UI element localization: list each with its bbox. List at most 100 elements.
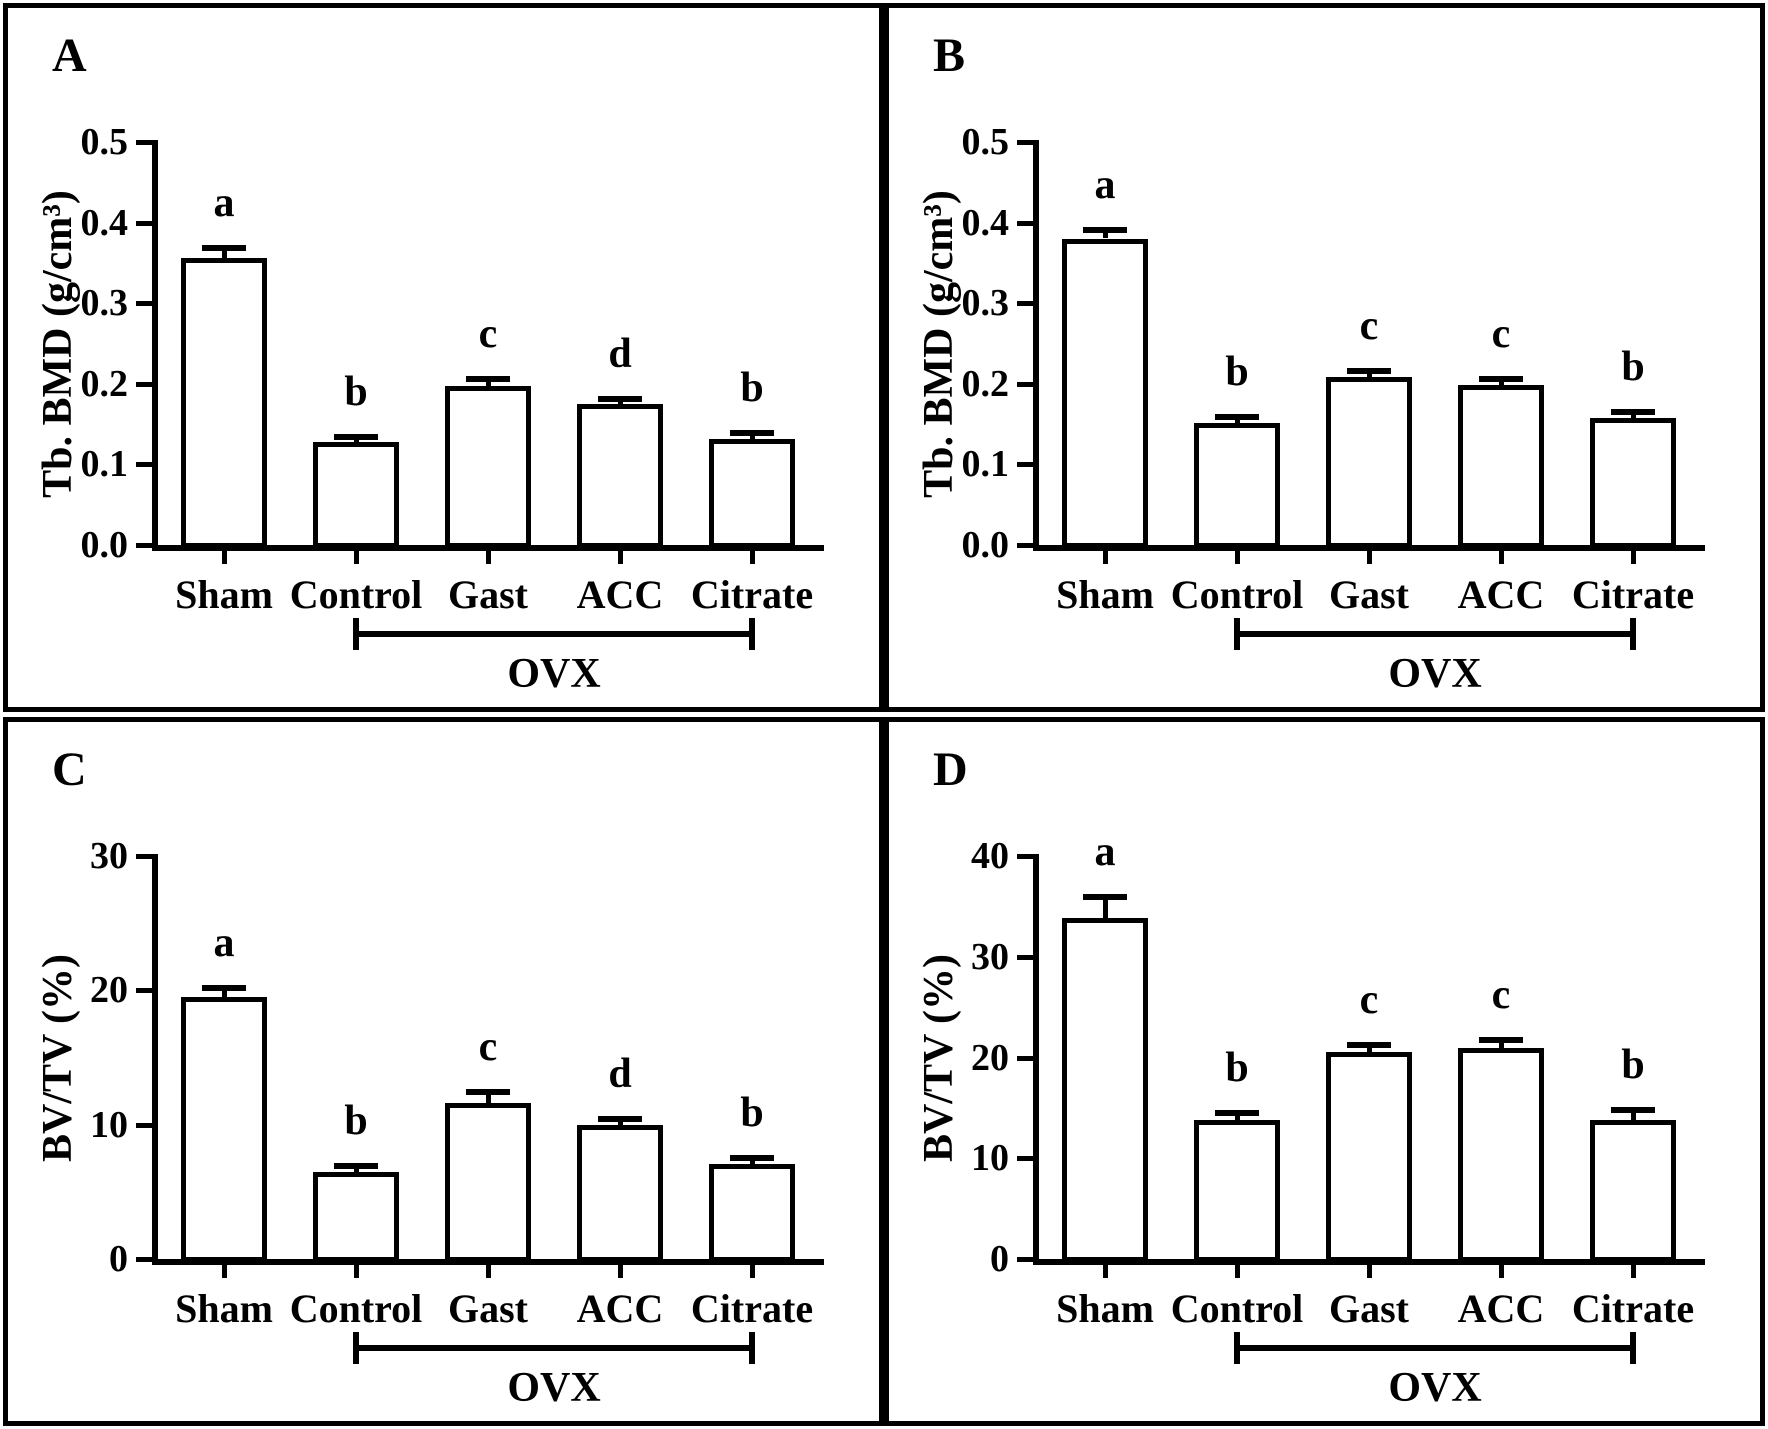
sig-letter: d: [608, 1051, 632, 1097]
y-tick: [136, 221, 152, 226]
x-tick: [750, 1265, 755, 1278]
error-bar-cap: [202, 245, 246, 251]
y-tick-label: 0.1: [80, 443, 129, 485]
y-axis-spine: [1033, 854, 1039, 1265]
bar-sham: [181, 258, 267, 548]
error-bar-whisker: [1103, 232, 1108, 238]
group-bracket-line: [356, 1345, 752, 1351]
y-tick-label: 0.2: [961, 363, 1010, 405]
error-bar-whisker: [1499, 1042, 1504, 1048]
panel-B: B Tb. BMD (g/cm³) 0.0 0.1 0.2 0.3 0.4 0.5 a Sham…: [884, 3, 1765, 712]
x-axis-line: [1033, 1259, 1705, 1265]
group-bracket-cap-right: [1630, 618, 1636, 650]
group-bracket-cap-left: [1234, 618, 1240, 650]
y-tick: [1017, 955, 1033, 960]
bar-control: [313, 442, 399, 548]
y-tick-label: 40: [971, 835, 1009, 877]
x-category-label: Citrate: [1571, 572, 1695, 617]
x-tick: [1103, 551, 1108, 564]
panel-D: D BV/TV (%) 0 10 20 30 40 a Sham b Control c Gast c A…: [884, 717, 1765, 1426]
panel-label: B: [933, 29, 966, 82]
x-category-label: Control: [289, 1286, 423, 1331]
x-tick: [618, 1265, 623, 1278]
error-bar-cap: [334, 434, 378, 440]
sig-letter: c: [1491, 311, 1511, 357]
y-axis-spine: [1033, 140, 1039, 551]
y-tick-label: 10: [90, 1104, 128, 1146]
y-tick-label: 0.3: [961, 282, 1010, 324]
x-category-label: Sham: [175, 572, 273, 617]
error-bar-whisker: [486, 381, 491, 386]
y-tick: [1017, 543, 1033, 548]
bar-acc: [577, 404, 663, 548]
group-bracket-cap-right: [749, 618, 755, 650]
sig-letter: d: [608, 331, 632, 377]
y-tick-label: 0.0: [80, 524, 129, 566]
error-bar-cap: [730, 1155, 774, 1161]
error-bar-cap: [466, 376, 510, 382]
bar-sham: [1062, 918, 1148, 1262]
sig-letter: b: [1621, 344, 1645, 390]
error-bar-cap: [1083, 227, 1127, 233]
x-category-label: Gast: [448, 1286, 528, 1331]
y-tick: [136, 382, 152, 387]
error-bar-whisker: [750, 435, 755, 439]
y-tick: [1017, 462, 1033, 467]
bar-citrate: [709, 1164, 795, 1262]
y-tick: [136, 543, 152, 548]
error-bar-cap: [1215, 414, 1259, 420]
panel-C: C BV/TV (%) 0 10 20 30 a Sham b Control c Gast d ACC…: [3, 717, 884, 1426]
bar-acc: [577, 1125, 663, 1262]
bar-acc: [1458, 385, 1544, 548]
x-tick: [1367, 551, 1372, 564]
y-tick: [1017, 382, 1033, 387]
x-tick: [1235, 1265, 1240, 1278]
group-bracket-label: OVX: [1388, 1365, 1482, 1411]
x-category-label: Gast: [1329, 572, 1409, 617]
bar-gast: [1326, 1052, 1412, 1262]
sig-letter: c: [478, 1024, 498, 1070]
y-tick-label: 20: [90, 969, 128, 1011]
x-tick: [1499, 551, 1504, 564]
bar-citrate: [709, 439, 795, 548]
x-category-label: Sham: [1056, 572, 1154, 617]
y-tick: [1017, 301, 1033, 306]
error-bar-whisker: [1367, 1047, 1372, 1052]
y-tick-label: 0.2: [80, 363, 129, 405]
error-bar-whisker: [354, 439, 359, 442]
sig-letter: b: [740, 1090, 764, 1136]
x-tick: [1631, 1265, 1636, 1278]
error-bar-whisker: [750, 1160, 755, 1164]
bar-control: [313, 1172, 399, 1262]
y-axis-spine: [152, 140, 158, 551]
y-tick-label: 0.5: [961, 121, 1010, 163]
error-bar-whisker: [222, 990, 227, 997]
y-axis-spine: [152, 854, 158, 1265]
error-bar-cap: [1479, 1037, 1523, 1043]
group-bracket-cap-left: [1234, 1332, 1240, 1364]
x-tick: [1499, 1265, 1504, 1278]
error-bar-cap: [202, 985, 246, 991]
y-tick: [136, 462, 152, 467]
x-category-label: Citrate: [690, 1286, 814, 1331]
bar-sham: [181, 997, 267, 1262]
y-tick-label: 0.0: [961, 524, 1010, 566]
error-bar-cap: [730, 430, 774, 436]
x-tick: [486, 1265, 491, 1278]
sig-letter: c: [1491, 972, 1511, 1018]
group-bracket-cap-left: [353, 618, 359, 650]
error-bar-cap: [1611, 1107, 1655, 1113]
group-bracket-line: [1237, 1345, 1633, 1351]
y-tick-label: 0.4: [961, 202, 1010, 244]
bar-acc: [1458, 1048, 1544, 1262]
sig-letter: b: [1225, 349, 1249, 395]
error-bar-whisker: [222, 250, 227, 258]
x-tick: [750, 551, 755, 564]
x-tick: [222, 551, 227, 564]
sig-letter: a: [1094, 829, 1116, 875]
bar-control: [1194, 1120, 1280, 1262]
y-tick: [136, 1123, 152, 1128]
sig-letter: a: [213, 920, 235, 966]
y-tick: [1017, 1056, 1033, 1061]
x-tick: [1103, 1265, 1108, 1278]
